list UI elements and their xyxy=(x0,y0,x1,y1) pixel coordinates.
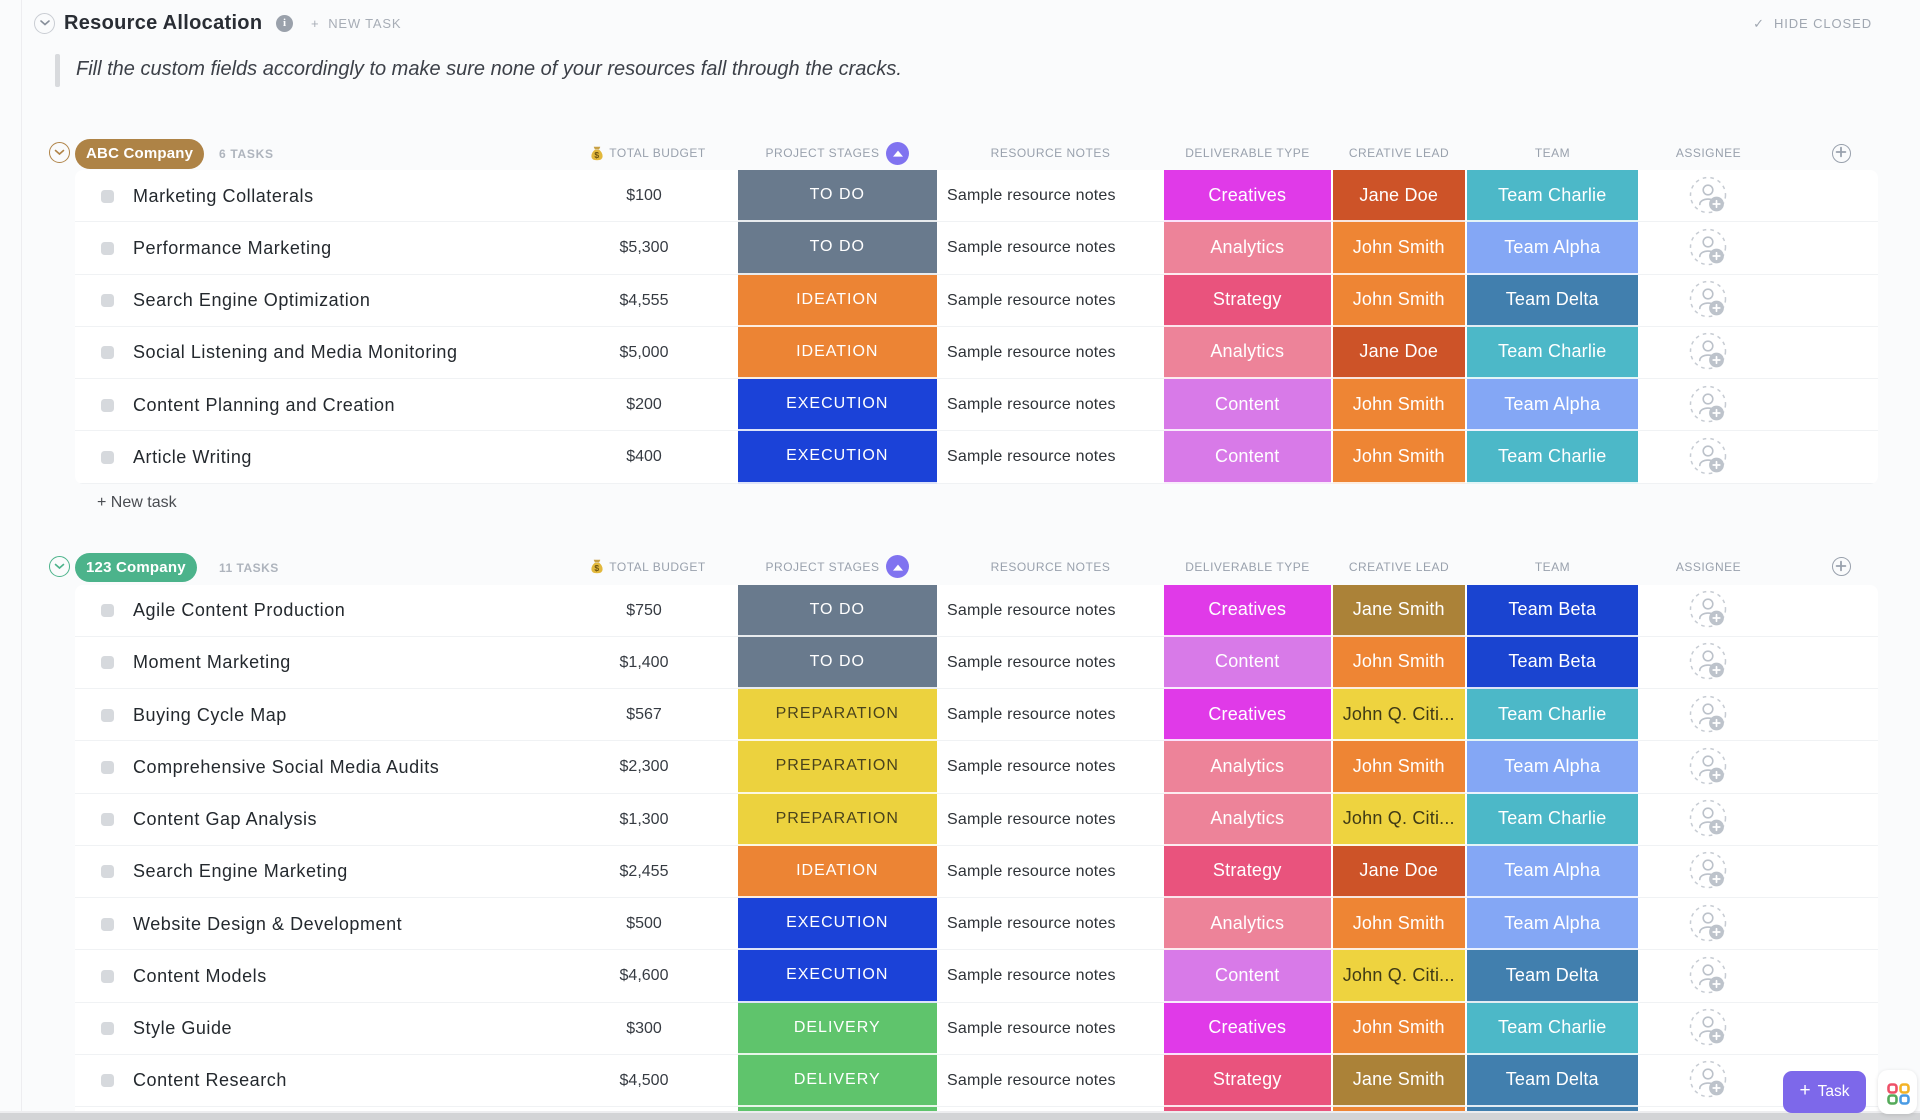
svg-text:$: $ xyxy=(595,150,600,160)
svg-text:$: $ xyxy=(595,563,600,573)
